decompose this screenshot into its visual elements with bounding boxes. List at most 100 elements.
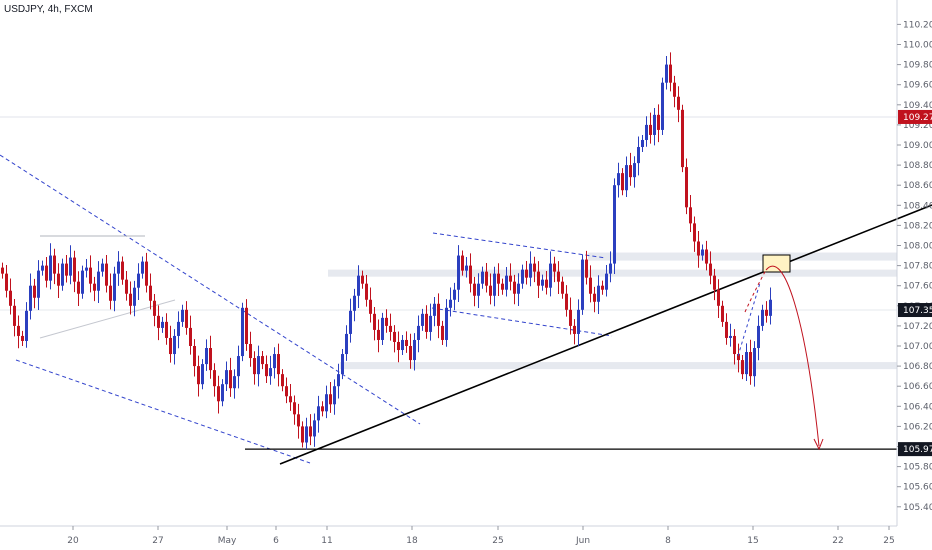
price-tick-label: 109.600	[903, 81, 932, 91]
candle-body	[445, 307, 448, 340]
candle-body	[673, 82, 676, 97]
arrow-head	[813, 438, 824, 451]
candle-body	[353, 295, 356, 311]
candle-body	[85, 267, 88, 271]
candle-body	[25, 310, 28, 341]
candle-body	[533, 263, 536, 272]
candle-body	[201, 364, 204, 385]
price-tick-label: 108.400	[903, 201, 932, 211]
candle-body	[677, 96, 680, 110]
candle-body	[569, 309, 572, 326]
candle-body	[233, 376, 236, 389]
candle-body	[305, 426, 308, 443]
candle-body	[729, 335, 732, 338]
candle-body	[213, 370, 216, 387]
projected-rise-path	[744, 269, 767, 313]
candle-body	[41, 265, 44, 271]
candle-body	[93, 283, 96, 291]
candle-body	[249, 343, 252, 359]
candle-body	[593, 293, 596, 302]
candle-body	[177, 321, 180, 336]
price-label-box	[898, 303, 932, 318]
price-tick-label: 109.200	[903, 121, 932, 131]
candle-body	[717, 289, 720, 306]
resistance-zone	[328, 269, 897, 277]
candle-body	[733, 335, 736, 355]
candle-body	[57, 273, 60, 286]
candle-body	[69, 257, 72, 276]
candle-body	[701, 249, 704, 256]
trend-drawings	[0, 154, 932, 465]
descending-channel-lower	[15, 359, 311, 464]
candle-body	[721, 305, 724, 322]
candle-body	[597, 285, 600, 302]
candle-body	[753, 348, 756, 377]
candle-body	[73, 257, 76, 282]
candle-body	[29, 285, 32, 311]
candle-body	[97, 271, 100, 291]
price-tick-label: 107.200	[903, 322, 932, 332]
price-tick-label: 109.400	[903, 101, 932, 111]
candle-body	[253, 358, 256, 375]
candle-body	[365, 283, 368, 300]
projection-dotted-line	[737, 282, 761, 357]
candle-body	[265, 364, 268, 377]
candle-body	[373, 313, 376, 330]
time-tick-label: 25	[492, 536, 503, 546]
candle-body	[81, 270, 84, 294]
candle-body	[541, 279, 544, 286]
candle-body	[313, 420, 316, 437]
candle-body	[645, 124, 648, 140]
candle-body	[441, 325, 444, 340]
candle-body	[245, 307, 248, 344]
candle-body	[33, 285, 36, 298]
candle-body	[185, 309, 188, 328]
candle-body	[629, 165, 632, 178]
candle-body	[481, 271, 484, 284]
price-axis: 110.200110.000109.800109.600109.400109.2…	[897, 20, 932, 513]
time-tick-label: 6	[273, 536, 279, 546]
time-tick-label: 20	[67, 536, 79, 546]
candle-body	[117, 261, 120, 274]
candle-body	[109, 285, 112, 301]
candle-body	[37, 270, 40, 298]
price-tick-label: 106.400	[903, 402, 932, 412]
candle-body	[609, 263, 612, 274]
candle-body	[613, 185, 616, 264]
candle-body	[317, 406, 320, 421]
candle-body	[765, 309, 768, 316]
candle-body	[65, 263, 68, 276]
time-tick-label: Jun	[575, 536, 590, 546]
candle-body	[281, 374, 284, 387]
price-tick-label: 107.000	[903, 342, 932, 352]
price-tick-label: 108.800	[903, 161, 932, 171]
candle-body	[413, 339, 416, 361]
support-zone	[340, 362, 897, 370]
price-tick-label: 109.000	[903, 141, 932, 151]
candle-body	[473, 283, 476, 296]
candle-body	[349, 310, 352, 334]
candle-body	[769, 299, 772, 316]
candle-body	[125, 279, 128, 294]
candle-body	[669, 64, 672, 83]
candlestick-series	[1, 52, 772, 450]
wedge-upper-line	[432, 232, 607, 259]
price-tick-label: 107.600	[903, 282, 932, 292]
candle-body	[649, 124, 652, 135]
candle-body	[457, 255, 460, 290]
candle-body	[661, 82, 664, 130]
price-tick-label: 110.200	[903, 20, 932, 30]
candle-body	[741, 360, 744, 375]
candle-body	[369, 299, 372, 314]
candle-body	[137, 273, 140, 288]
time-tick-label: 18	[406, 536, 418, 546]
candle-body	[529, 263, 532, 278]
candle-body	[129, 293, 132, 306]
chart-title: USDJPY, 4h, FXCM	[4, 4, 93, 15]
candle-body	[725, 321, 728, 338]
candle-body	[77, 281, 80, 294]
candle-body	[273, 354, 276, 369]
price-tick-label: 106.600	[903, 382, 932, 392]
candle-body	[89, 267, 92, 284]
